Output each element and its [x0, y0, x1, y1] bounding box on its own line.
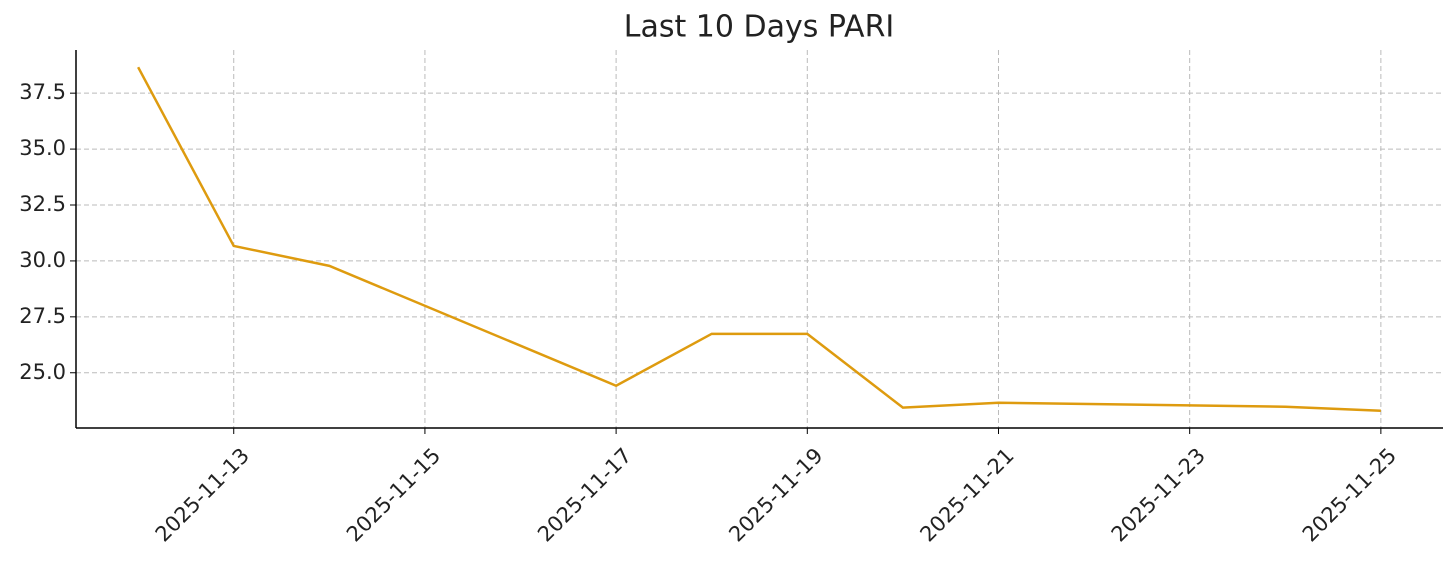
- x-tick-label: 2025-11-17: [533, 443, 636, 546]
- x-tick-label: 2025-11-19: [724, 443, 827, 546]
- y-tick-label: 30.0: [19, 248, 66, 272]
- x-tick-label: 2025-11-21: [916, 443, 1019, 546]
- y-tick-label: 35.0: [19, 136, 66, 160]
- y-tick-label: 25.0: [19, 360, 66, 384]
- x-tick-label: 2025-11-23: [1107, 443, 1210, 546]
- y-tick-label: 37.5: [19, 80, 66, 104]
- line: [137, 66, 1381, 413]
- x-tick-label: 2025-11-13: [151, 443, 254, 546]
- chart-title: Last 10 Days PARI: [624, 10, 895, 45]
- x-tick-label: 2025-11-25: [1298, 443, 1401, 546]
- y-tick-label: 32.5: [19, 192, 66, 216]
- x-tick-label: 2025-11-15: [342, 443, 445, 546]
- y-tick-label: 27.5: [19, 304, 66, 328]
